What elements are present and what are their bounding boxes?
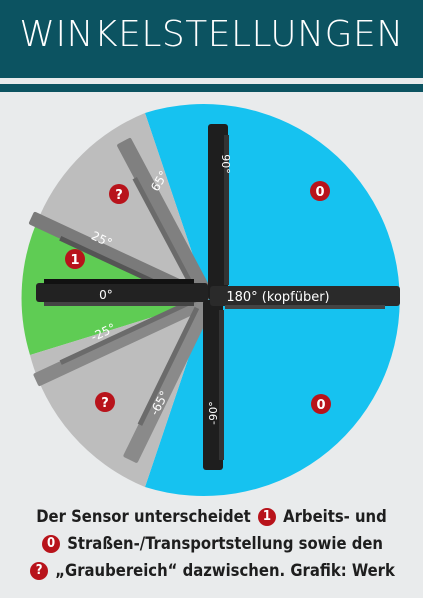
angle-diagram: 0° 25° 65° 90° 180° (kopfüber) -25° -65°…	[21, 103, 400, 496]
header-banner: WINKELSTELLUNGEN	[0, 0, 423, 78]
transport-badge-lower: 0	[311, 394, 331, 414]
svg-text:0: 0	[316, 398, 325, 413]
transport-badge-inline: 0	[42, 534, 61, 553]
svg-text:?: ?	[115, 188, 123, 203]
board-minus-90	[203, 300, 224, 470]
board-minus-65	[123, 297, 215, 463]
header-rule	[0, 84, 423, 92]
caption-line-3: ? „Graubereich“ dazwischen. Grafik: Werk	[0, 560, 423, 580]
page-title: WINKELSTELLUNGEN	[19, 14, 404, 55]
caption-line-1: Der Sensor unterscheidet 1 Arbeits- und	[36, 507, 387, 526]
work-badge: 1	[65, 249, 85, 269]
grey-badge-inline: ?	[30, 561, 49, 580]
board-90	[208, 124, 229, 300]
angle-label-0: 0°	[99, 288, 113, 302]
work-badge-inline: 1	[257, 507, 276, 526]
angle-label-90: 90°	[219, 154, 232, 174]
caption-line-2: 0 Straßen-/Transportstellung sowie den	[0, 533, 423, 553]
caption: Der Sensor unterscheidet 1 Arbeits- und …	[0, 500, 423, 596]
svg-text:?: ?	[101, 396, 109, 411]
board-0	[36, 279, 208, 306]
grey-zone-upper	[40, 113, 208, 300]
transport-badge-upper: 0	[310, 181, 330, 201]
grey-badge-lower: ?	[95, 392, 115, 412]
board-65	[117, 138, 215, 304]
svg-text:1: 1	[70, 253, 79, 268]
grey-badge-upper: ?	[109, 184, 129, 204]
grey-zone-lower	[30, 300, 208, 487]
svg-text:0: 0	[315, 185, 324, 200]
angle-label-minus-90: -90°	[207, 401, 220, 424]
board-180	[210, 286, 400, 309]
angle-label-180: 180° (kopfüber)	[226, 290, 329, 305]
board-minus-25	[33, 294, 211, 386]
